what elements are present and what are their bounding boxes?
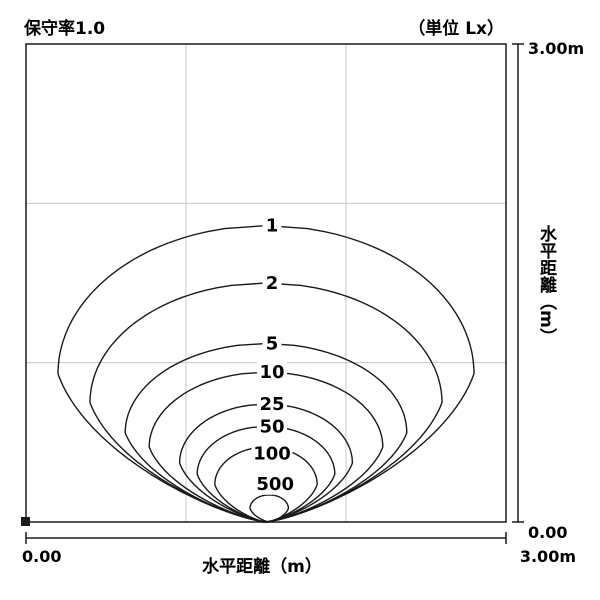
contour-label-background xyxy=(251,442,293,465)
contour-label-background xyxy=(257,393,287,416)
contour-line-1 xyxy=(57,224,475,523)
contour-label-2: 2 xyxy=(266,273,279,294)
grid xyxy=(26,44,506,522)
contour-label-1: 1 xyxy=(266,216,279,237)
contour-line-5 xyxy=(124,342,408,523)
contour-line-10 xyxy=(148,371,384,523)
y-axis: 3.00m 0.00 水平距離（m） xyxy=(512,39,584,542)
contour-label-5: 5 xyxy=(266,334,279,355)
maintenance-factor-label: 保守率1.0 xyxy=(23,18,105,39)
light-source-marker xyxy=(21,517,30,526)
y-tick-max: 3.00m xyxy=(528,39,584,58)
x-tick-max: 3.00m xyxy=(520,547,576,566)
contour-label-background xyxy=(254,472,296,495)
y-axis-title: 水平距離（m） xyxy=(536,224,557,345)
x-axis-title: 水平距離（m） xyxy=(202,556,322,577)
contour-line-2 xyxy=(89,282,443,523)
x-tick-min: 0.00 xyxy=(22,547,61,566)
contour-label-background xyxy=(257,361,287,384)
contour-label-background xyxy=(262,214,282,237)
contour-line-500 xyxy=(249,494,290,523)
contour-label-background xyxy=(257,415,287,438)
plot-frame xyxy=(25,43,507,523)
contour-label-background xyxy=(262,332,282,355)
contour-label-100: 100 xyxy=(253,443,291,464)
contour-label-25: 25 xyxy=(259,394,284,415)
contour-label-50: 50 xyxy=(259,416,284,437)
x-axis: 0.00 3.00m 水平距離（m） xyxy=(22,532,576,577)
contour-label-500: 500 xyxy=(256,474,294,495)
contour-label-10: 10 xyxy=(259,362,284,383)
y-tick-min: 0.00 xyxy=(528,523,567,542)
contour-label-background xyxy=(262,272,282,294)
unit-label: （単位 Lx） xyxy=(408,18,504,39)
